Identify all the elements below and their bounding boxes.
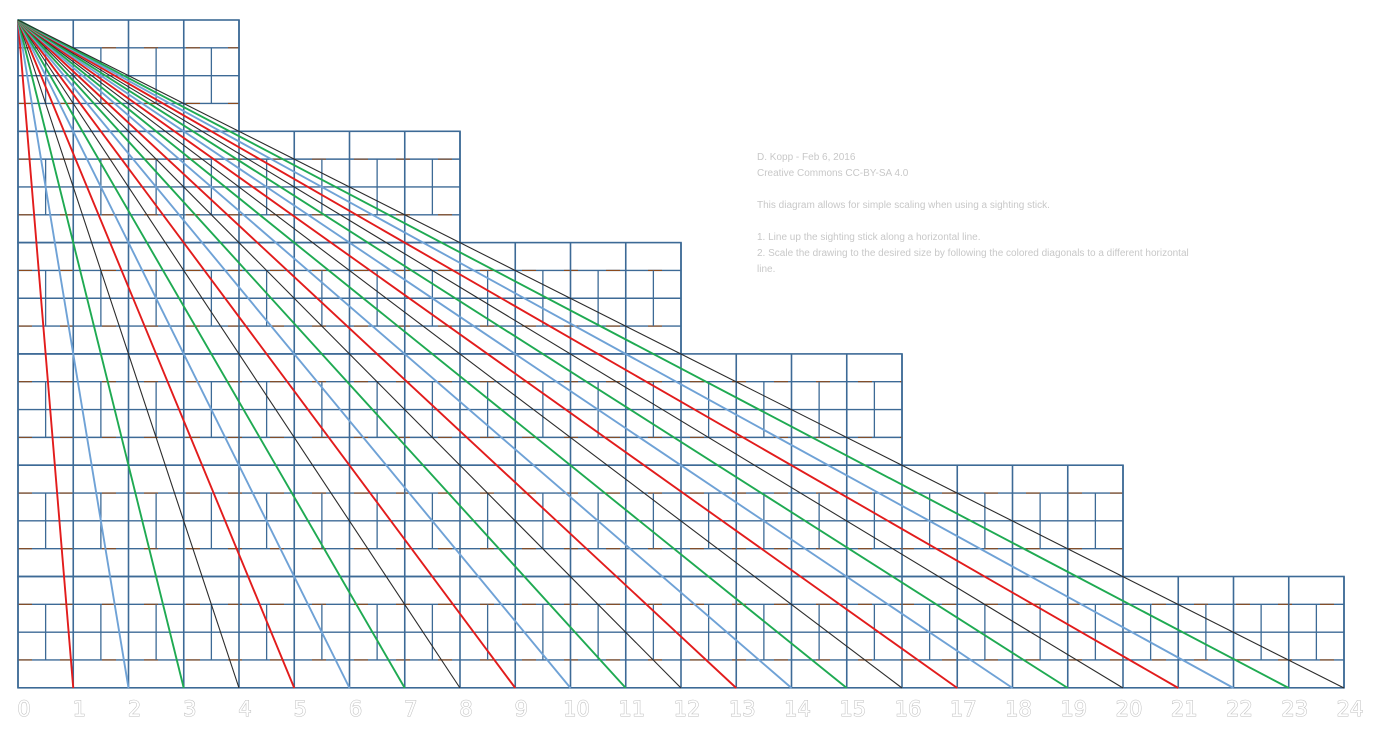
instruction-step-1: 1. Line up the sighting stick along a ho… bbox=[757, 232, 981, 243]
diagonal-line-black bbox=[17, 19, 461, 689]
grid-band bbox=[17, 353, 903, 466]
axis-label-8: 8 bbox=[459, 697, 472, 721]
diagonal-line-red bbox=[17, 19, 517, 689]
axis-label-16: 16 bbox=[895, 697, 922, 721]
diagonal-line-green bbox=[17, 19, 848, 689]
diagonal-line-green bbox=[17, 19, 185, 689]
diagonal-line-black bbox=[17, 19, 682, 689]
axis-label-15: 15 bbox=[839, 697, 866, 721]
diagonal-line-blue bbox=[17, 19, 351, 689]
author-line: D. Kopp - Feb 6, 2016 bbox=[757, 152, 856, 163]
bottom-axis-labels: 0 1 2 3 4 5 6 7 8 9 10 11 12 13 14 15 16 17 18 19 20 21 22 23 24 bbox=[17, 697, 1364, 722]
diagonal-line-red bbox=[17, 19, 737, 689]
axis-label-1: 1 bbox=[73, 697, 86, 721]
axis-label-23: 23 bbox=[1281, 697, 1308, 721]
diagonal-line-black bbox=[17, 19, 240, 689]
diagonal-line-green bbox=[17, 19, 627, 689]
diagonal-line-black bbox=[17, 19, 903, 689]
license-line: Creative Commons CC-BY-SA 4.0 bbox=[757, 168, 909, 179]
diagonal-line-blue bbox=[17, 19, 572, 689]
scaling-diagonals bbox=[17, 19, 1345, 689]
diagonal-line-blue bbox=[17, 19, 130, 689]
axis-label-12: 12 bbox=[674, 697, 701, 721]
diagonal-line-red bbox=[17, 19, 296, 689]
axis-label-24: 24 bbox=[1337, 697, 1364, 721]
diagonal-line-green bbox=[17, 19, 406, 689]
axis-label-22: 22 bbox=[1226, 697, 1253, 721]
axis-label-4: 4 bbox=[238, 697, 251, 721]
diagonal-line-red bbox=[17, 19, 75, 689]
diagonal-line-green bbox=[17, 19, 1069, 689]
axis-label-17: 17 bbox=[950, 697, 977, 721]
info-note: D. Kopp - Feb 6, 2016 Creative Commons C… bbox=[757, 150, 1197, 278]
diagonal-line-black bbox=[17, 19, 1345, 689]
instruction-step-2: 2. Scale the drawing to the desired size… bbox=[757, 248, 1189, 275]
diagonal-line-blue bbox=[17, 19, 1014, 689]
axis-label-20: 20 bbox=[1116, 697, 1143, 721]
axis-label-7: 7 bbox=[404, 697, 417, 721]
diagonal-line-red bbox=[17, 19, 958, 689]
axis-label-3: 3 bbox=[183, 697, 196, 721]
axis-label-0: 0 bbox=[17, 697, 30, 721]
grid-band bbox=[17, 575, 1345, 689]
axis-label-19: 19 bbox=[1060, 697, 1087, 721]
axis-label-14: 14 bbox=[784, 697, 811, 721]
description-text: This diagram allows for simple scaling w… bbox=[757, 200, 1050, 211]
axis-label-10: 10 bbox=[563, 697, 590, 721]
axis-label-18: 18 bbox=[1005, 697, 1032, 721]
diagonal-line-black bbox=[17, 19, 1124, 689]
axis-label-11: 11 bbox=[618, 697, 645, 721]
diagonal-line-blue bbox=[17, 19, 1234, 689]
axis-label-9: 9 bbox=[515, 697, 528, 721]
diagonal-line-red bbox=[17, 19, 1179, 689]
axis-label-2: 2 bbox=[128, 697, 141, 721]
diagonal-line-blue bbox=[17, 19, 793, 689]
axis-label-13: 13 bbox=[729, 697, 756, 721]
axis-label-5: 5 bbox=[294, 697, 307, 721]
axis-label-21: 21 bbox=[1171, 697, 1198, 721]
axis-label-6: 6 bbox=[349, 697, 362, 721]
diagonal-line-green bbox=[17, 19, 1290, 689]
